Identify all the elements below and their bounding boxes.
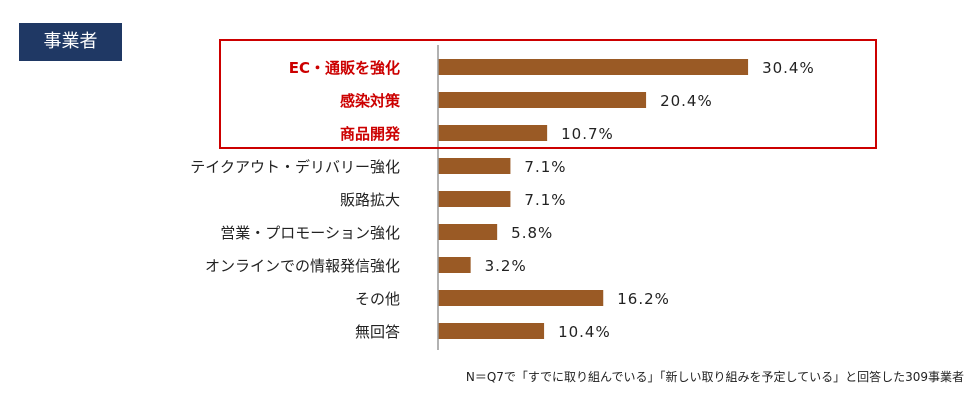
value-label: 10.4%	[558, 323, 611, 341]
category-label: 商品開発	[340, 125, 401, 143]
value-label: 20.4%	[660, 92, 713, 110]
highlight-box	[219, 39, 877, 149]
value-label: 5.8%	[511, 224, 553, 242]
bar	[438, 290, 604, 306]
category-label: 感染対策	[340, 92, 401, 110]
value-label: 7.1%	[524, 158, 566, 176]
chart-footnote: N＝Q7で「すでに取り組んでいる」「新しい取り組みを予定している」と回答した30…	[465, 370, 964, 384]
value-label: 7.1%	[524, 191, 566, 209]
category-label: 営業・プロモーション強化	[220, 224, 400, 242]
value-label: 3.2%	[485, 257, 527, 275]
value-label: 10.7%	[561, 125, 614, 143]
bar	[438, 257, 471, 273]
respondent-badge: 事業者	[19, 23, 122, 61]
category-label: 無回答	[355, 323, 400, 341]
category-label: テイクアウト・デリバリー強化	[190, 158, 400, 176]
bar	[438, 92, 647, 108]
category-label: 販路拡大	[340, 191, 400, 209]
value-label: 16.2%	[617, 290, 670, 308]
bar	[438, 158, 511, 174]
bar	[438, 59, 749, 75]
value-label: 30.4%	[762, 59, 815, 77]
category-label: EC・通販を強化	[289, 59, 400, 77]
category-label: その他	[355, 290, 400, 308]
bar	[438, 191, 511, 207]
bar	[438, 224, 498, 240]
bar	[438, 323, 545, 339]
bar	[438, 125, 548, 141]
category-label: オンラインでの情報発信強化	[205, 257, 400, 275]
